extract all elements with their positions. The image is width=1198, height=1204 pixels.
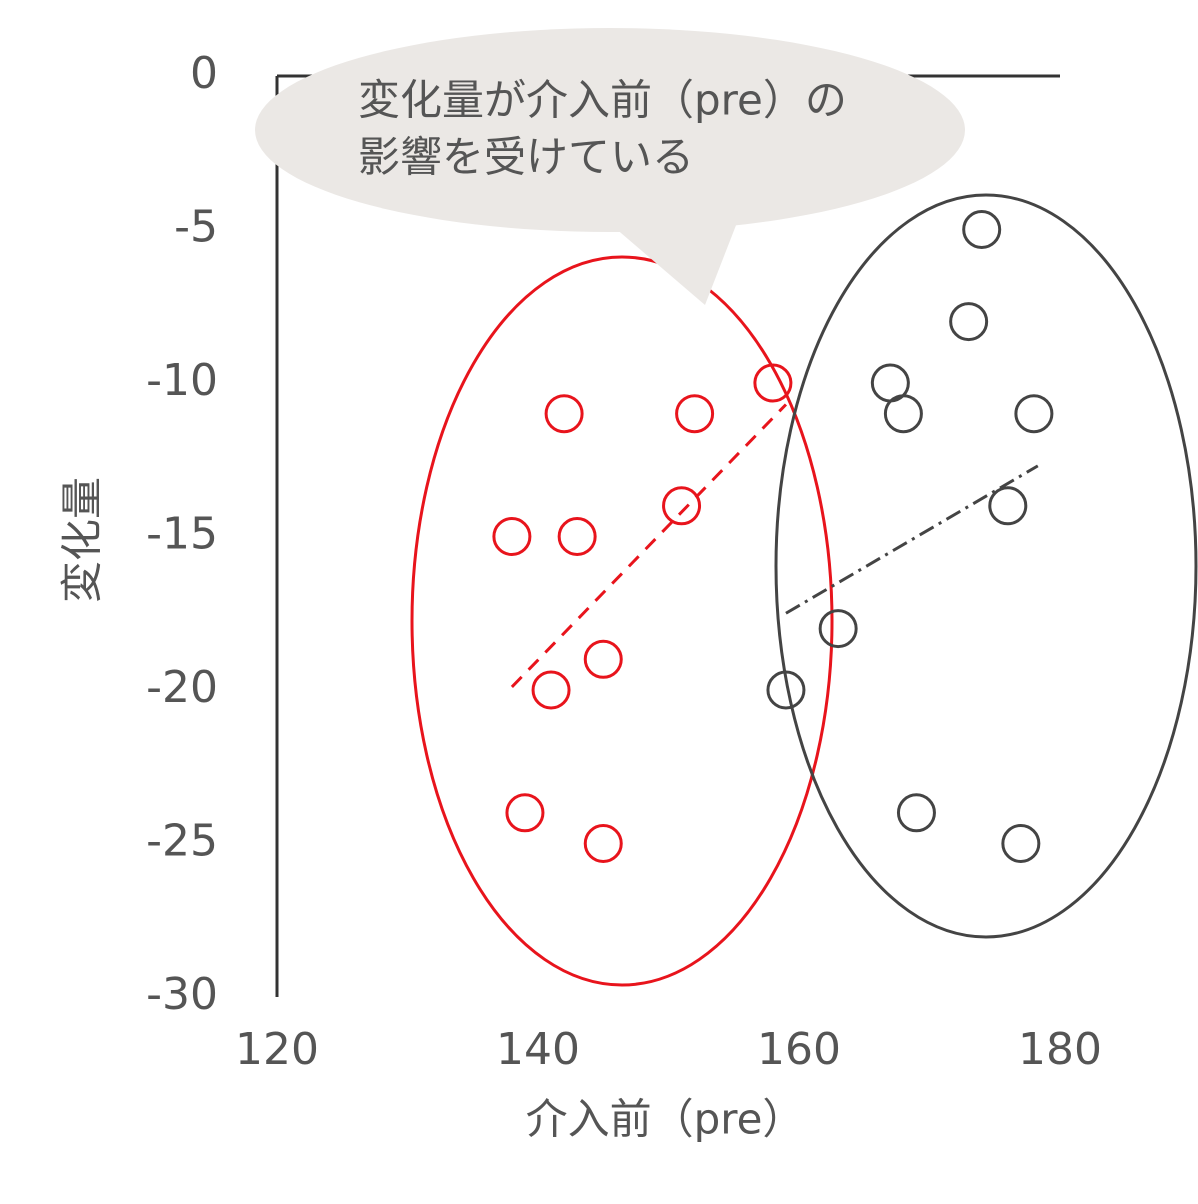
y-axis-label: 変化量 <box>58 477 107 603</box>
point <box>1001 824 1041 863</box>
trend-line <box>510 403 788 688</box>
y-tick-label: -5 <box>174 202 218 253</box>
x-tick-label: 140 <box>496 1024 580 1075</box>
point <box>492 517 532 556</box>
y-tick-label: -30 <box>146 969 218 1020</box>
point <box>1014 394 1054 434</box>
point <box>753 363 793 403</box>
y-tick-label: 0 <box>190 48 218 99</box>
point <box>949 302 989 342</box>
x-tick-label: 120 <box>235 1024 319 1075</box>
group-ellipse <box>410 255 834 987</box>
point <box>675 394 715 434</box>
annotation: 影響を受けている <box>358 133 694 182</box>
y-tick-label: -10 <box>146 355 218 406</box>
group-ellipse <box>774 193 1198 939</box>
x-axis-label: 介入前（pre） <box>526 1095 805 1144</box>
point <box>557 517 597 556</box>
x-tick-label: 180 <box>1018 1024 1102 1075</box>
point <box>531 670 571 710</box>
point <box>583 824 623 863</box>
point <box>505 793 545 833</box>
y-tick-label: -20 <box>146 662 218 713</box>
point <box>988 486 1028 526</box>
point <box>662 486 702 526</box>
callout: 変化量が介入前（pre）の 影響を受けている <box>255 28 965 305</box>
point <box>818 609 858 649</box>
annotation: 変化量が介入前（pre）の <box>358 76 847 125</box>
point <box>544 394 584 434</box>
point <box>883 394 923 434</box>
x-tick-label: 160 <box>757 1024 841 1075</box>
point <box>896 793 936 833</box>
point <box>962 210 1002 249</box>
point <box>766 670 806 710</box>
y-tick-label: -25 <box>146 816 218 867</box>
point <box>583 639 623 679</box>
y-tick-label: -15 <box>146 509 218 560</box>
